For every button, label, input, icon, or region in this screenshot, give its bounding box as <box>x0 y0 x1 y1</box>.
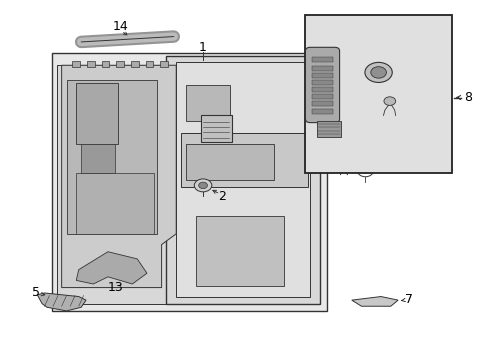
Bar <box>311 102 332 107</box>
Text: 11: 11 <box>320 121 336 134</box>
Polygon shape <box>76 173 154 234</box>
Polygon shape <box>66 80 157 234</box>
Text: 10: 10 <box>406 81 421 94</box>
Text: 4: 4 <box>367 145 375 158</box>
Polygon shape <box>61 65 176 288</box>
Text: 6: 6 <box>220 113 227 126</box>
Text: 13: 13 <box>107 281 123 294</box>
Text: 9: 9 <box>374 18 382 31</box>
Bar <box>87 60 95 67</box>
Bar <box>305 15 451 173</box>
Text: 8: 8 <box>463 91 471 104</box>
Text: 12: 12 <box>304 18 320 31</box>
Polygon shape <box>176 62 310 297</box>
Bar <box>311 66 332 71</box>
Text: 5: 5 <box>32 287 40 300</box>
Bar <box>311 73 332 78</box>
Circle shape <box>198 182 207 189</box>
Polygon shape <box>76 83 118 144</box>
Text: 14: 14 <box>112 20 128 33</box>
Polygon shape <box>351 297 397 306</box>
Bar <box>311 94 332 99</box>
Circle shape <box>370 67 386 78</box>
Polygon shape <box>316 121 340 137</box>
Polygon shape <box>166 56 320 304</box>
Bar <box>72 60 80 67</box>
Polygon shape <box>195 216 283 286</box>
Bar <box>311 109 332 114</box>
Bar <box>131 60 139 67</box>
Circle shape <box>335 158 351 170</box>
Bar <box>311 57 332 62</box>
Bar <box>52 53 327 311</box>
Polygon shape <box>57 65 181 304</box>
Bar <box>102 60 109 67</box>
Polygon shape <box>185 144 273 180</box>
Bar <box>200 116 232 142</box>
Circle shape <box>383 97 395 105</box>
Bar <box>185 85 229 121</box>
Circle shape <box>364 62 391 82</box>
Bar <box>311 87 332 92</box>
Bar <box>145 60 153 67</box>
Circle shape <box>194 179 211 192</box>
FancyBboxPatch shape <box>305 47 339 123</box>
Bar <box>116 60 124 67</box>
Polygon shape <box>37 293 86 311</box>
Polygon shape <box>76 252 147 284</box>
Polygon shape <box>81 144 115 173</box>
Text: 7: 7 <box>405 293 412 306</box>
Bar <box>160 60 167 67</box>
Polygon shape <box>181 134 307 187</box>
Text: 2: 2 <box>218 190 226 203</box>
Text: 1: 1 <box>199 41 206 54</box>
Bar <box>311 80 332 85</box>
Text: 3: 3 <box>347 145 355 158</box>
Circle shape <box>362 169 367 173</box>
